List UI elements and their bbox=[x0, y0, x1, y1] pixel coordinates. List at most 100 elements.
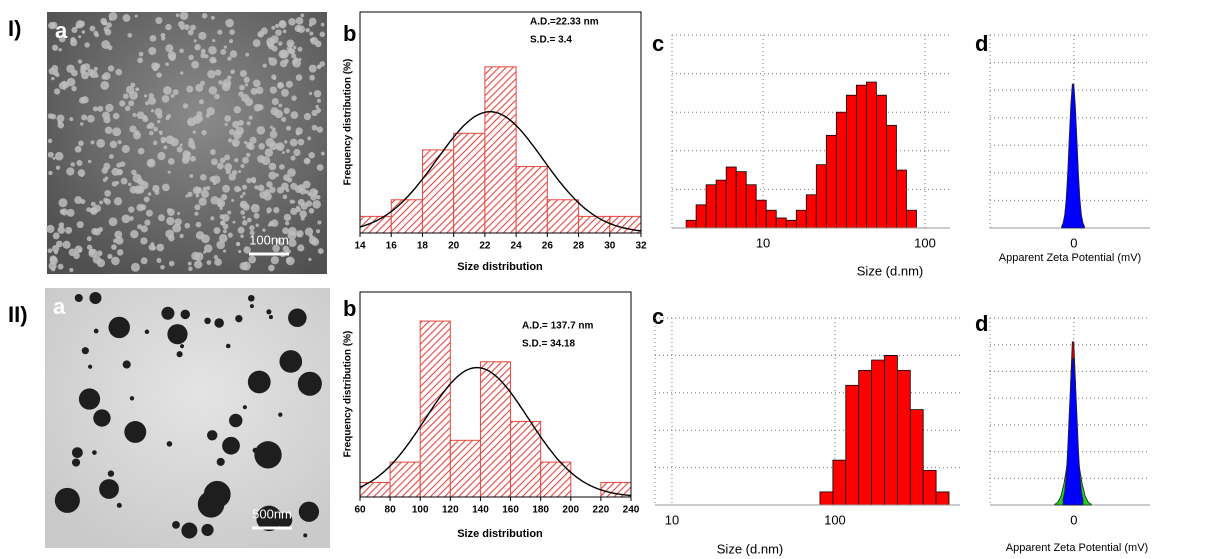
particle bbox=[227, 56, 232, 61]
particle bbox=[209, 149, 216, 155]
particle bbox=[149, 130, 154, 136]
bar bbox=[909, 409, 924, 506]
particle bbox=[69, 267, 74, 273]
bar bbox=[819, 491, 834, 506]
particle bbox=[213, 255, 218, 260]
particle bbox=[96, 250, 103, 257]
particle bbox=[238, 249, 242, 254]
particle bbox=[270, 256, 279, 265]
particle bbox=[237, 226, 245, 234]
particle bbox=[308, 64, 317, 73]
particle bbox=[293, 148, 301, 157]
bar bbox=[419, 320, 451, 498]
particle bbox=[77, 169, 86, 177]
bar bbox=[421, 149, 455, 234]
particle bbox=[242, 184, 248, 190]
particle bbox=[234, 158, 239, 163]
particle bbox=[233, 185, 241, 193]
particle bbox=[229, 50, 238, 58]
particle bbox=[166, 208, 172, 213]
particle bbox=[132, 112, 137, 118]
particle bbox=[238, 119, 244, 126]
particle bbox=[86, 236, 92, 242]
particle bbox=[120, 177, 128, 185]
particle bbox=[210, 15, 215, 20]
bar bbox=[865, 81, 877, 229]
particle bbox=[66, 64, 75, 73]
panel-label: a bbox=[53, 294, 66, 319]
particle bbox=[319, 31, 326, 37]
particle bbox=[220, 49, 227, 55]
bar bbox=[835, 111, 847, 229]
particle bbox=[47, 138, 53, 144]
particle bbox=[76, 221, 84, 229]
x-tick-label: 10 bbox=[756, 235, 770, 250]
particle bbox=[214, 93, 220, 100]
particle bbox=[107, 470, 115, 477]
particle bbox=[156, 72, 162, 78]
particle bbox=[61, 80, 68, 87]
particle bbox=[193, 39, 197, 43]
particle bbox=[194, 211, 199, 216]
y-axis-label: Frequency distribution (%) bbox=[343, 331, 354, 458]
particle bbox=[198, 99, 204, 105]
plot-frame bbox=[359, 291, 632, 498]
micrograph bbox=[45, 288, 330, 548]
bar bbox=[745, 184, 757, 229]
particle bbox=[81, 30, 86, 34]
particle bbox=[197, 491, 225, 518]
x-tick-label: 100 bbox=[914, 235, 936, 250]
particle bbox=[238, 91, 244, 97]
particle bbox=[93, 409, 111, 427]
particle bbox=[287, 168, 296, 177]
particle bbox=[53, 250, 59, 255]
particle bbox=[80, 199, 86, 205]
particle bbox=[195, 193, 200, 198]
particle bbox=[71, 26, 78, 34]
particle bbox=[291, 95, 297, 101]
particle bbox=[115, 68, 123, 76]
particle bbox=[50, 21, 58, 29]
particle bbox=[114, 230, 123, 239]
particle bbox=[47, 151, 54, 158]
particle bbox=[143, 94, 148, 98]
particle bbox=[165, 62, 169, 67]
particle bbox=[87, 68, 95, 76]
particle bbox=[233, 106, 242, 114]
particle bbox=[238, 170, 242, 174]
particle bbox=[130, 262, 140, 272]
particle bbox=[160, 136, 167, 143]
particle bbox=[300, 202, 308, 210]
particle bbox=[172, 520, 180, 529]
particle bbox=[51, 245, 60, 253]
particle bbox=[156, 243, 165, 252]
particle bbox=[122, 14, 131, 22]
particle bbox=[186, 85, 194, 93]
particle bbox=[235, 126, 244, 136]
particle bbox=[302, 180, 311, 189]
particle bbox=[103, 162, 111, 170]
particle bbox=[319, 61, 326, 67]
particle bbox=[229, 128, 236, 135]
particle bbox=[149, 35, 157, 42]
particle bbox=[288, 308, 307, 328]
particle bbox=[152, 184, 160, 193]
particle bbox=[187, 261, 192, 266]
particle bbox=[80, 64, 87, 70]
particle bbox=[297, 371, 322, 396]
particle bbox=[304, 227, 314, 236]
particle bbox=[297, 244, 305, 252]
particle bbox=[235, 241, 241, 247]
particle bbox=[308, 236, 318, 245]
particle bbox=[261, 156, 271, 166]
particle bbox=[52, 232, 60, 240]
particle bbox=[216, 457, 225, 466]
particle bbox=[280, 242, 284, 246]
particle bbox=[180, 25, 185, 30]
bar bbox=[876, 94, 887, 229]
particle bbox=[202, 186, 208, 192]
particle bbox=[168, 235, 175, 242]
particle bbox=[97, 105, 104, 112]
particle bbox=[283, 107, 290, 114]
particle bbox=[145, 209, 153, 217]
